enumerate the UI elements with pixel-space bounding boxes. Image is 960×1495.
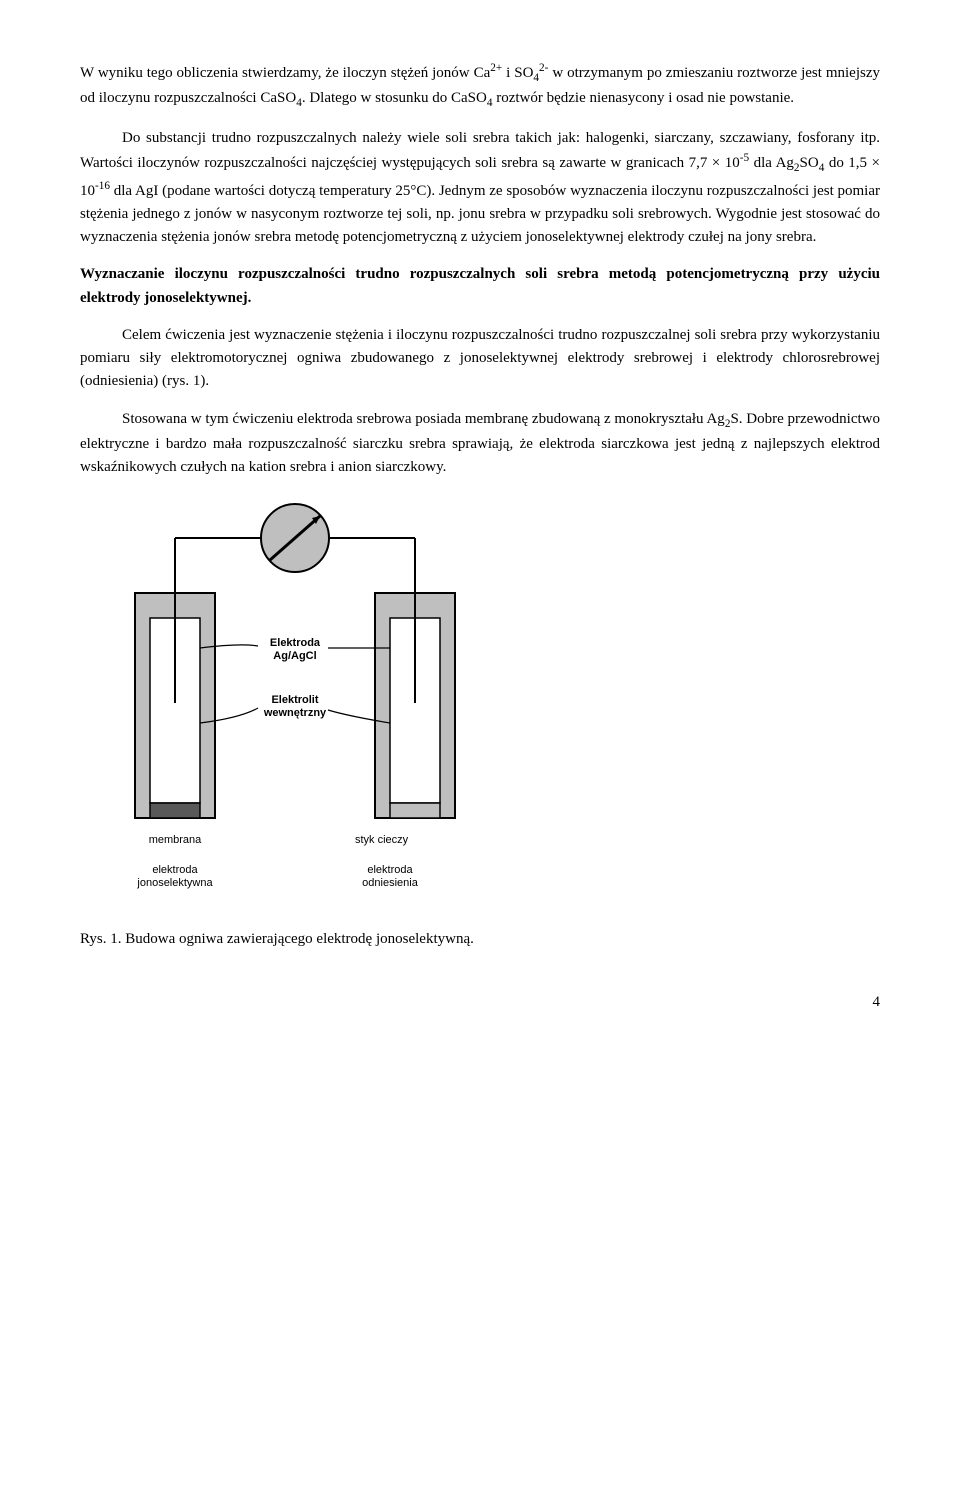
paragraph-3: Celem ćwiczenia jest wyznaczenie stężeni… <box>80 324 880 394</box>
sup: 2+ <box>490 62 502 74</box>
text: Stosowana w tym ćwiczeniu elektroda sreb… <box>122 411 725 427</box>
label-elektrolit-l1: Elektrolit <box>271 694 318 706</box>
left-membrane-tip <box>150 803 200 818</box>
sup: -5 <box>740 152 749 164</box>
label-membrana: membrana <box>149 834 202 846</box>
label-elektroda-od-l2: odniesienia <box>362 877 419 889</box>
label-elektroda-od-l1: elektroda <box>367 864 413 876</box>
text: dla Ag <box>749 155 794 171</box>
text: W wyniku tego obliczenia stwierdzamy, że… <box>80 65 490 81</box>
text: SO <box>800 155 819 171</box>
text: dla AgI (podane wartości dotyczą tempera… <box>80 183 880 246</box>
sup: -16 <box>95 180 110 192</box>
figure-caption: Rys. 1. Budowa ogniwa zawierającego elek… <box>80 928 880 951</box>
paragraph-2: Do substancji trudno rozpuszczalnych nal… <box>80 127 880 249</box>
label-elektroda-agcl-l2: Ag/AgCl <box>273 650 316 662</box>
label-elektroda-js-l1: elektroda <box>152 864 198 876</box>
label-elektrolit-l2: wewnętrzny <box>263 707 327 719</box>
section-heading: Wyznaczanie iloczynu rozpuszczalności tr… <box>80 263 880 310</box>
paragraph-4: Stosowana w tym ćwiczeniu elektroda sreb… <box>80 408 880 480</box>
text: roztwór będzie nienasycony i osad nie po… <box>492 90 794 106</box>
label-elektroda-agcl-l1: Elektroda <box>270 637 321 649</box>
text: i SO <box>502 65 533 81</box>
figure-1: Elektroda Ag/AgCl Elektrolit wewnętrzny … <box>80 498 880 918</box>
label-elektroda-js-l2: jonoselektywna <box>136 877 213 889</box>
right-junction-tip <box>390 803 440 818</box>
page-number: 4 <box>80 991 880 1014</box>
diagram-svg: Elektroda Ag/AgCl Elektrolit wewnętrzny … <box>80 498 510 918</box>
label-styk: styk cieczy <box>355 834 409 846</box>
paragraph-1: W wyniku tego obliczenia stwierdzamy, że… <box>80 60 880 113</box>
text: . Dlatego w stosunku do CaSO <box>302 90 487 106</box>
